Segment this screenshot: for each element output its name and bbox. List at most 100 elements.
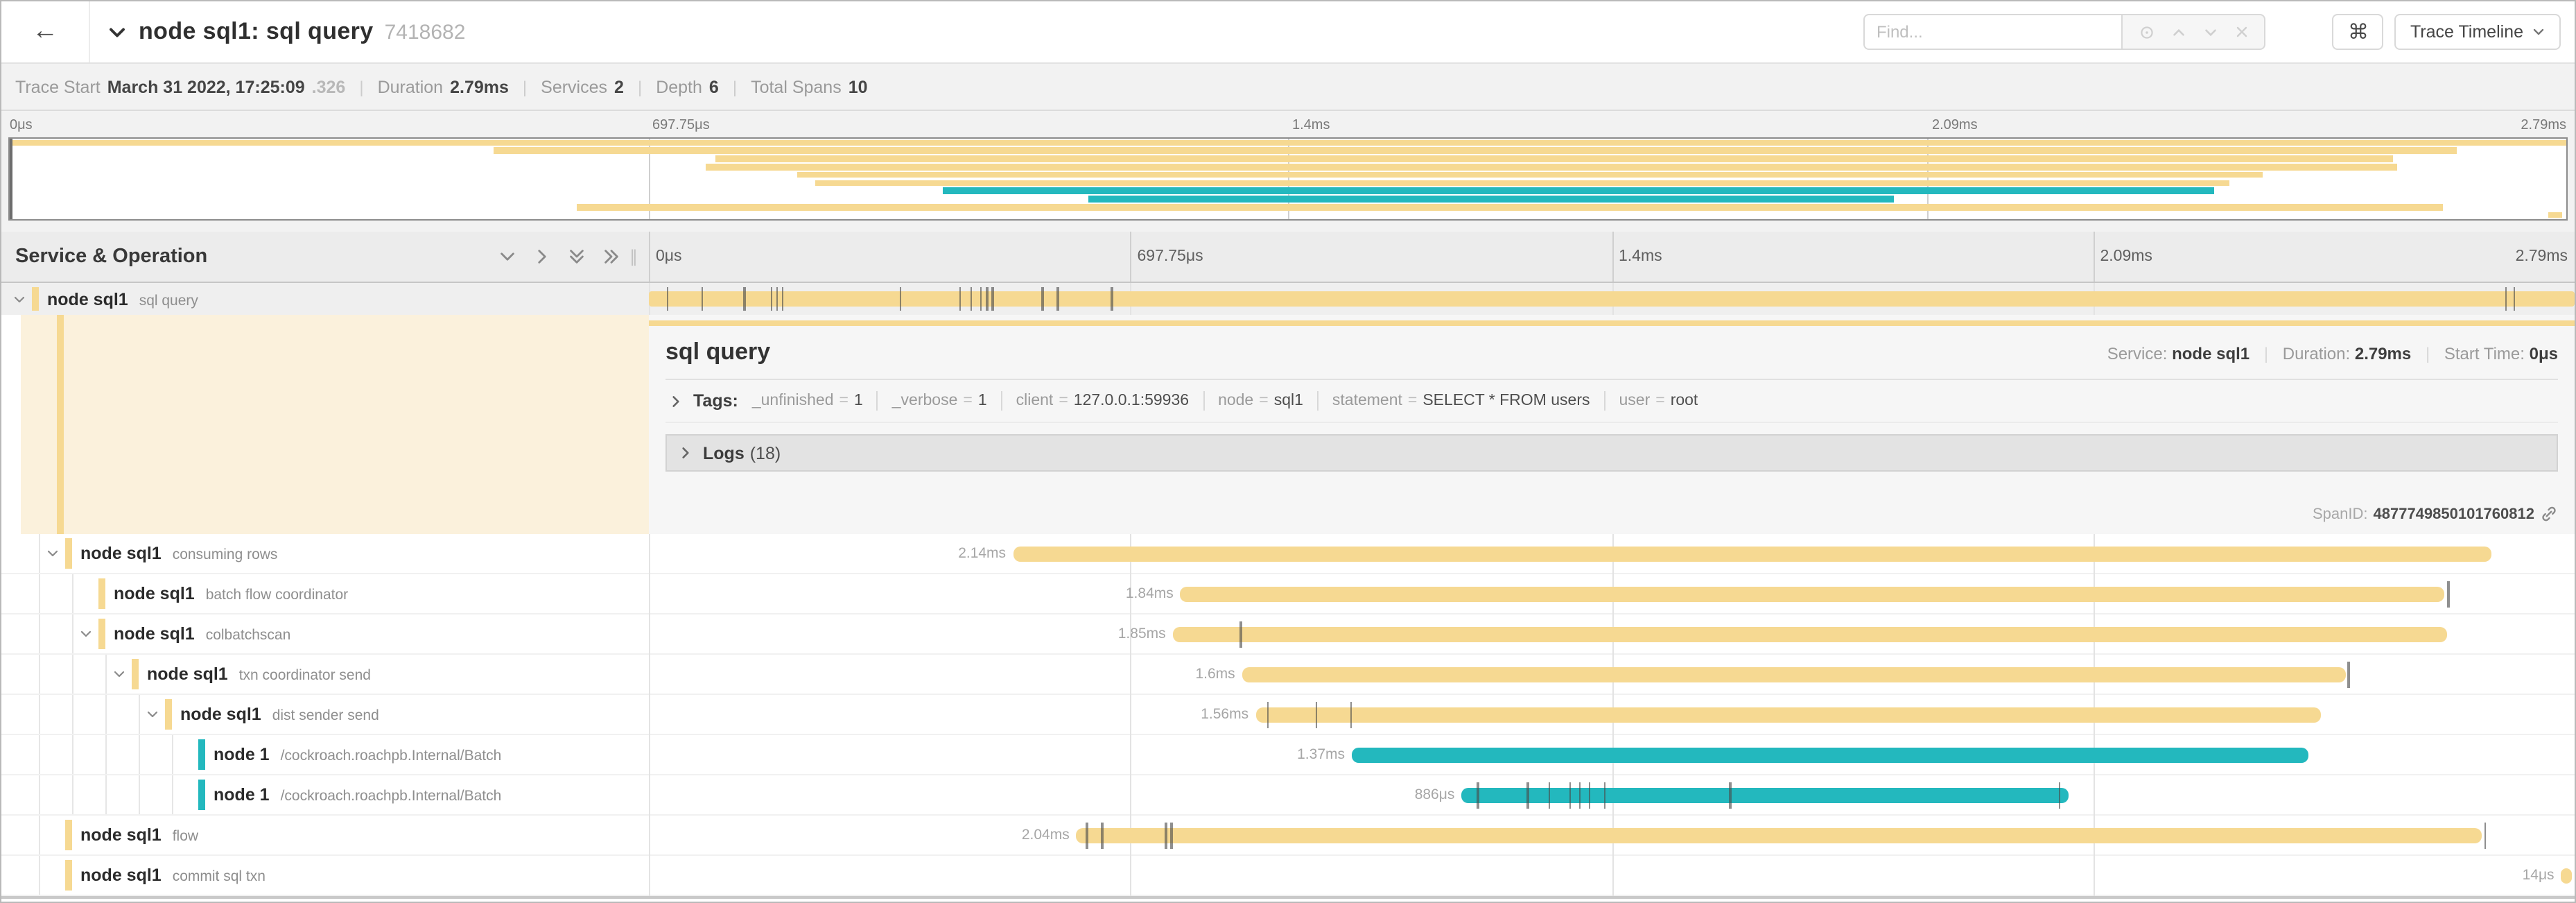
logs-accordion[interactable]: Logs (18) (665, 434, 2558, 472)
chevron-down-icon[interactable] (46, 547, 60, 560)
span-tree-cell[interactable]: node sql1 dist sender send (1, 695, 649, 734)
log-tick (970, 287, 973, 311)
tag-value: sql1 (1273, 393, 1303, 409)
tag-item[interactable]: client = 127.0.0.1:59936 (1016, 393, 1189, 409)
span-row[interactable]: node sql1 batch flow coordinator 1.84ms (1, 574, 2575, 614)
chevron-down-icon[interactable] (79, 627, 93, 641)
log-tick (899, 287, 902, 311)
minimap-scrubber-handle[interactable] (10, 139, 12, 219)
span-service-name: node sql1 commit sql txn (80, 866, 266, 885)
trace-title-group: node sql1: sql query 7418682 (90, 18, 465, 46)
collapse-all-icon[interactable] (567, 247, 586, 266)
span-bar-cell[interactable]: 2.14ms (649, 534, 2575, 573)
ruler-divider (649, 232, 650, 282)
log-tick (743, 287, 746, 311)
span-bar-cell[interactable]: 886μs (649, 775, 2575, 814)
span-tree-cell[interactable]: node sql1 commit sql txn (1, 856, 649, 895)
span-bar-cell[interactable]: 1.85ms (649, 614, 2575, 653)
span-bar[interactable] (2561, 868, 2572, 884)
tag-item[interactable]: _unfinished = 1 (752, 393, 863, 409)
tags-label: Tags: (693, 391, 738, 411)
span-row[interactable]: node sql1 commit sql txn 14μs (1, 856, 2575, 896)
find-input[interactable] (1863, 14, 2122, 50)
span-row[interactable]: node 1/cockroach.roachpb.Internal/Batch 1… (1, 735, 2575, 775)
logs-label: Logs (703, 443, 745, 463)
log-tick (980, 287, 982, 311)
span-bar-cell[interactable]: 1.37ms (649, 735, 2575, 774)
span-tree-cell[interactable]: node sql1 colbatchscan (1, 614, 649, 653)
span-bar-cell[interactable]: 2.04ms (649, 816, 2575, 854)
span-bar[interactable] (1255, 707, 2321, 723)
span-bar[interactable] (1242, 667, 2346, 682)
minimap-canvas[interactable] (8, 137, 2568, 221)
view-options-label: Trace Timeline (2410, 22, 2523, 42)
span-bar[interactable] (1172, 627, 2448, 642)
span-bar-cell[interactable] (649, 283, 2575, 315)
span-bar[interactable] (1351, 748, 2309, 763)
log-tick (986, 287, 989, 311)
logs-count: (18) (749, 443, 781, 463)
span-row[interactable]: node sql1 txn coordinator send 1.6ms (1, 655, 2575, 695)
tags-accordion[interactable]: Tags: _unfinished = 1 _verbose = 1 client = 127.… (665, 380, 2558, 423)
expand-one-icon[interactable] (532, 247, 552, 266)
span-row[interactable]: node sql1 consuming rows 2.14ms (1, 534, 2575, 574)
span-bar-cell[interactable]: 1.84ms (649, 574, 2575, 613)
collapse-one-icon[interactable] (498, 247, 517, 266)
collapse-trace-chevron-icon[interactable] (107, 22, 128, 42)
tree-guide-line (72, 614, 73, 653)
chevron-down-icon[interactable] (12, 292, 26, 306)
span-id-label: SpanID: (2313, 506, 2368, 522)
locate-icon[interactable] (2139, 23, 2157, 41)
tag-item[interactable]: statement = SELECT * FROM users (1332, 393, 1590, 409)
span-bar-cell[interactable]: 14μs (649, 856, 2575, 895)
span-color-bar (132, 659, 138, 689)
span-row[interactable]: node sql1 flow 2.04ms (1, 816, 2575, 856)
span-bar-cell[interactable]: 1.6ms (649, 655, 2575, 694)
span-tree-cell[interactable]: node sql1 txn coordinator send (1, 655, 649, 694)
log-tick (1111, 287, 1113, 311)
span-bar-cell[interactable]: 1.56ms (649, 695, 2575, 734)
span-service-name: node sql1 consuming rows (80, 544, 278, 563)
chevron-down-icon[interactable] (146, 707, 159, 721)
tag-item[interactable]: _verbose = 1 (892, 393, 987, 409)
view-options-button[interactable]: Trace Timeline (2394, 14, 2561, 50)
span-operation-name: /cockroach.roachpb.Internal/Batch (280, 748, 502, 764)
minimap-row (10, 195, 2566, 203)
span-detail-bar (649, 320, 2575, 326)
span-row[interactable]: node sql1 dist sender send 1.56ms (1, 695, 2575, 735)
span-bar[interactable] (1180, 587, 2444, 602)
span-duration-label: 886μs (1414, 786, 1455, 803)
span-bar[interactable] (1461, 788, 2069, 803)
chevron-down-icon[interactable] (112, 667, 126, 681)
expand-all-icon[interactable] (602, 247, 621, 266)
minimap-tick-label: 2.79ms (2521, 118, 2566, 133)
trace-id: 7418682 (384, 21, 466, 44)
tag-item[interactable]: node = sql1 (1218, 393, 1303, 409)
span-bar[interactable] (649, 291, 2575, 307)
span-row[interactable]: node 1/cockroach.roachpb.Internal/Batch 8… (1, 775, 2575, 816)
span-tree-cell[interactable]: node sql1 sql query (1, 283, 649, 315)
column-resizer-handle[interactable]: ∥ (629, 247, 638, 266)
span-tree-cell[interactable]: node sql1 consuming rows (1, 534, 649, 573)
find-next-icon[interactable] (2202, 23, 2220, 41)
log-tick (1267, 702, 1269, 728)
tree-guide-line (39, 655, 40, 694)
log-tick (781, 287, 784, 311)
span-row[interactable]: node sql1 sql query (1, 283, 2575, 315)
tag-equals: = (1259, 393, 1269, 409)
tag-item[interactable]: user = root (1619, 393, 1698, 409)
span-tree-cell[interactable]: node sql1 flow (1, 816, 649, 854)
span-tree-cell[interactable]: node sql1 batch flow coordinator (1, 574, 649, 613)
span-bar[interactable] (1076, 828, 2482, 843)
minimap-tick-label: 697.75μs (652, 118, 710, 133)
span-tree-cell[interactable]: node 1/cockroach.roachpb.Internal/Batch (1, 735, 649, 774)
find-prev-icon[interactable] (2170, 23, 2188, 41)
find-clear-icon[interactable] (2233, 24, 2249, 40)
span-bar[interactable] (1013, 547, 2492, 562)
chevron-right-icon (678, 445, 693, 461)
span-tree-cell[interactable]: node 1/cockroach.roachpb.Internal/Batch (1, 775, 649, 814)
span-row[interactable]: node sql1 colbatchscan 1.85ms (1, 614, 2575, 655)
keyboard-shortcuts-button[interactable]: ⌘ (2332, 14, 2384, 50)
back-button[interactable]: ← (1, 1, 90, 62)
link-icon[interactable] (2540, 505, 2558, 523)
